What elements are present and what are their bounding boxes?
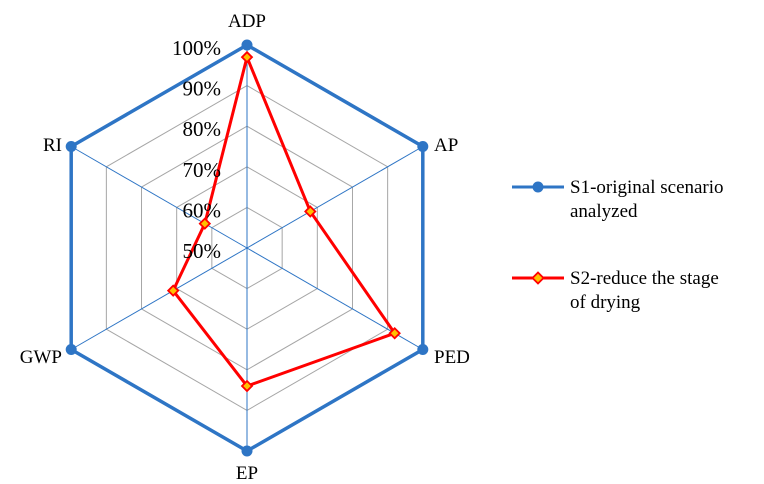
tick-label-50: 50% xyxy=(183,239,222,263)
axis-label-ri: RI xyxy=(43,135,62,156)
axis-labels: ADP AP PED EP GWP RI xyxy=(20,11,470,484)
axis-label-ap: AP xyxy=(434,135,458,156)
grid xyxy=(70,45,424,451)
point-s2-ped xyxy=(388,326,401,340)
spoke-ri xyxy=(70,146,248,249)
point-s1-adp xyxy=(241,39,253,51)
point-s1-gwp xyxy=(65,344,77,355)
axis-label-ep: EP xyxy=(236,463,258,484)
tick-label-100: 100% xyxy=(172,36,221,60)
legend-label-s1: S1-original scenario analyzed xyxy=(570,177,728,222)
legend-item-s1: S1-original scenario analyzed xyxy=(512,177,728,222)
point-s2-gwp xyxy=(166,284,180,297)
tick-label-70: 70% xyxy=(183,158,222,182)
legend: S1-original scenario analyzed S2-reduce … xyxy=(512,177,728,313)
point-s2-ep xyxy=(240,379,254,393)
tick-label-90: 90% xyxy=(183,77,222,101)
point-s2-ri xyxy=(198,217,212,230)
spoke-gwp xyxy=(70,247,248,350)
point-s1-ep xyxy=(241,445,253,457)
spoke-ap xyxy=(246,146,424,249)
point-s2-ap xyxy=(304,205,317,218)
axis-label-adp: ADP xyxy=(228,11,266,32)
axis-label-ped: PED xyxy=(434,347,470,368)
legend-label-s2: S2-reduce the stage of drying xyxy=(570,268,724,313)
tick-label-60: 60% xyxy=(183,198,222,222)
point-s2-adp xyxy=(240,50,254,64)
axis-label-gwp: GWP xyxy=(20,347,62,368)
legend-swatch-s2-marker xyxy=(531,271,545,285)
legend-item-s2: S2-reduce the stage of drying xyxy=(512,268,724,313)
point-s1-ap xyxy=(417,141,429,152)
tick-labels: 50% 60% 70% 80% 90% 100% xyxy=(172,36,221,263)
series-layer xyxy=(65,39,429,457)
point-s1-ri xyxy=(65,141,77,152)
legend-swatch-s1-marker xyxy=(532,181,544,193)
point-s1-ped xyxy=(417,344,429,355)
tick-label-80: 80% xyxy=(183,117,222,141)
